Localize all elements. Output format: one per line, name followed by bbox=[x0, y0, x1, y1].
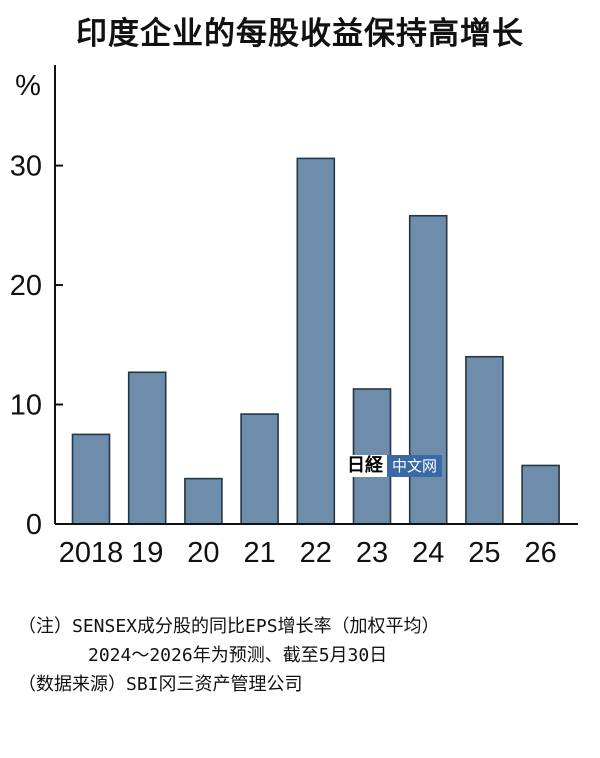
chart-title: 印度企业的每股收益保持高增长 bbox=[76, 16, 524, 52]
bar-20 bbox=[184, 477, 223, 525]
bar-25 bbox=[465, 355, 504, 525]
x-tick-label: 25 bbox=[468, 537, 500, 569]
bar-22 bbox=[296, 157, 336, 525]
y-tick-label: 10 bbox=[10, 390, 42, 422]
bar-2018 bbox=[71, 433, 111, 525]
x-tick-label: 19 bbox=[131, 537, 163, 569]
x-tick-label: 20 bbox=[187, 537, 219, 569]
y-tick-label: 30 bbox=[10, 151, 42, 183]
y-axis-unit-label: % bbox=[15, 70, 41, 102]
note-line-3: （数据来源）SBI冈三资产管理公司 bbox=[18, 674, 303, 695]
bar-24 bbox=[408, 214, 448, 525]
bars bbox=[71, 157, 560, 525]
x-tick-label: 23 bbox=[356, 537, 388, 569]
x-tick-label: 26 bbox=[524, 537, 556, 569]
watermark-logo: 日経 bbox=[343, 455, 387, 477]
x-axis-labels: 2018 19 20 21 22 23 24 25 26 bbox=[59, 537, 557, 569]
x-tick-label: 21 bbox=[243, 537, 275, 569]
bar-chart: 0 10 20 30 % 2018 19 20 21 22 23 24 25 26 bbox=[10, 65, 578, 569]
note-line-2: 2024～2026年为预测、截至5月30日 bbox=[88, 645, 388, 666]
x-tick-label: 2018 bbox=[59, 537, 124, 569]
bar-19 bbox=[127, 371, 167, 525]
watermark-text: 中文网 bbox=[387, 455, 443, 477]
bar-26 bbox=[521, 464, 560, 525]
y-axis-ticks: 0 10 20 30 bbox=[10, 151, 63, 541]
watermark: 日経 中文网 bbox=[343, 455, 443, 477]
note-line-1: （注）SENSEX成分股的同比EPS增长率（加权平均） bbox=[18, 616, 440, 637]
y-tick-label: 0 bbox=[26, 509, 42, 541]
x-tick-label: 24 bbox=[412, 537, 444, 569]
bar-21 bbox=[240, 413, 279, 525]
chart-notes: （注）SENSEX成分股的同比EPS增长率（加权平均） 2024～2026年为预… bbox=[18, 612, 598, 699]
y-tick-label: 20 bbox=[10, 270, 42, 302]
x-tick-label: 22 bbox=[300, 537, 332, 569]
